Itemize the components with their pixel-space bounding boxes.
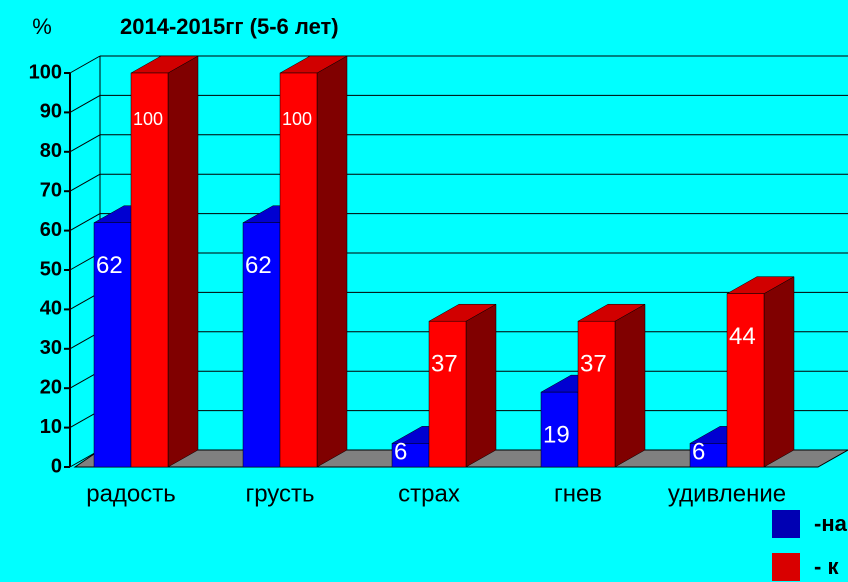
bar-side — [316, 55, 348, 468]
bar — [540, 391, 579, 468]
bar — [428, 320, 467, 468]
bar-side — [465, 303, 497, 468]
data-label: 100 — [282, 109, 312, 129]
data-label: 6 — [692, 438, 705, 465]
legend-swatch — [772, 510, 800, 538]
bar-side — [763, 276, 795, 468]
y-tick-label: 30 — [40, 337, 62, 359]
grid-line — [69, 94, 101, 113]
data-label: 44 — [729, 323, 756, 350]
data-label: 37 — [580, 351, 607, 378]
legend-label: -на — [814, 511, 848, 536]
data-label: 6 — [394, 438, 407, 465]
y-tick-label: 60 — [40, 219, 62, 241]
bar — [279, 72, 318, 468]
x-tick-label: радость — [86, 480, 176, 507]
data-label: 62 — [96, 252, 123, 279]
chart-title: 2014-2015гг (5-6 лет) — [120, 14, 339, 39]
y-tick-label: 0 — [51, 455, 62, 477]
y-tick-label: 100 — [29, 61, 62, 83]
data-label: 19 — [543, 421, 570, 448]
y-tick-label: 50 — [40, 258, 62, 280]
data-label: 62 — [245, 252, 272, 279]
y-tick-label: 20 — [40, 376, 62, 398]
x-tick-label: гнев — [554, 480, 602, 507]
y-tick-label: 80 — [40, 140, 62, 162]
bar — [577, 320, 616, 468]
data-label: 37 — [431, 351, 458, 378]
grid-line — [69, 213, 101, 232]
legend-label: - к — [814, 554, 839, 579]
x-tick-label: страх — [398, 480, 460, 507]
bar — [93, 222, 132, 468]
grid-line — [69, 55, 101, 74]
grid-line — [69, 134, 101, 153]
y-tick-label: 70 — [40, 179, 62, 201]
y-tick-label: 90 — [40, 101, 62, 123]
x-tick-label: удивление — [668, 480, 786, 507]
legend-swatch — [772, 553, 800, 581]
x-tick-label: грусть — [245, 480, 314, 507]
y-tick-label: 10 — [40, 416, 62, 438]
y-tick-label: 40 — [40, 298, 62, 320]
bar — [130, 72, 169, 468]
bar — [242, 222, 281, 468]
bar-side — [167, 55, 199, 468]
grid-line — [69, 173, 101, 192]
bar — [726, 293, 765, 468]
data-label: 100 — [133, 109, 163, 129]
bar-side — [614, 303, 646, 468]
y-axis-label: % — [32, 14, 52, 39]
